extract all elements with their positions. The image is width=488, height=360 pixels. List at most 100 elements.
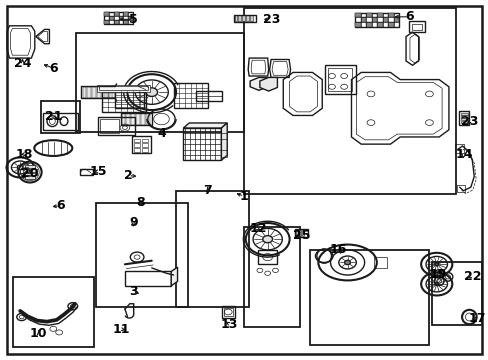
Text: 11: 11 [113,323,130,336]
Bar [134,148,140,152]
Text: 21: 21 [44,110,62,123]
Bar [431,262,481,325]
Bar [393,17,398,22]
Polygon shape [82,87,86,98]
Bar [302,230,304,235]
Polygon shape [221,123,227,160]
Bar [121,113,152,126]
Bar [458,111,468,125]
Polygon shape [97,87,101,98]
Bar [134,139,140,142]
Bar [126,113,130,125]
Bar [324,65,356,94]
Text: 23: 23 [263,13,280,26]
Text: 13: 13 [221,318,238,331]
Bar [246,15,249,21]
Bar [119,16,123,20]
Text: 4: 4 [157,127,165,140]
Bar [136,113,140,125]
Bar [382,17,387,22]
Bar [360,17,366,22]
Bar [377,22,382,27]
Bar [221,150,227,157]
Bar [13,277,94,347]
Polygon shape [107,87,110,98]
Bar [244,8,455,194]
Bar [134,143,140,147]
Bar [460,121,468,123]
Bar [295,229,307,237]
Bar [299,230,301,235]
Bar [96,203,188,307]
Polygon shape [92,87,96,98]
Bar [244,226,300,327]
Bar [100,119,119,133]
Bar [222,306,234,318]
Polygon shape [87,87,91,98]
Bar [115,91,144,108]
Bar [122,113,125,125]
Text: 3: 3 [129,285,137,298]
Bar [123,20,128,24]
Circle shape [434,263,438,266]
Polygon shape [102,87,105,98]
Bar [257,250,277,264]
Text: 14: 14 [455,148,472,161]
Bar [104,12,109,16]
Text: 20: 20 [21,167,39,180]
Bar [224,308,232,316]
Circle shape [434,283,438,285]
Bar [233,15,255,22]
Bar [23,169,37,172]
Bar [238,15,241,21]
Bar [408,22,424,32]
Polygon shape [171,267,177,286]
Circle shape [344,260,350,265]
Bar [80,168,93,175]
Bar [98,117,134,135]
Text: 9: 9 [129,216,137,229]
Bar [25,165,35,168]
Bar [104,20,109,24]
Bar [142,143,147,147]
Bar [309,250,428,345]
Text: 1: 1 [240,190,248,203]
Polygon shape [259,77,277,91]
Text: 10: 10 [30,327,47,340]
Bar [128,16,133,20]
Bar [411,24,421,30]
Bar [242,15,245,21]
Bar [76,33,244,132]
Bar [42,113,78,130]
Text: 22: 22 [463,270,480,283]
Text: 19: 19 [428,268,446,281]
Bar [460,118,468,121]
Bar [366,13,371,17]
Polygon shape [112,87,115,98]
Text: 2: 2 [124,169,132,182]
Bar [366,22,371,27]
Circle shape [145,88,157,96]
Bar [296,230,298,235]
Bar [377,13,382,17]
Text: 12: 12 [249,222,266,235]
Bar [114,12,119,16]
Text: 6: 6 [56,199,64,212]
Bar [142,148,147,152]
Bar [234,15,237,21]
Text: 6: 6 [405,10,413,23]
Text: 6: 6 [49,62,58,75]
Text: 17: 17 [468,312,485,325]
Bar [387,22,393,27]
Bar [250,15,253,21]
Bar [41,101,80,134]
Bar [374,257,386,268]
Bar [114,20,119,24]
Bar [371,17,377,22]
Bar [131,113,135,125]
Bar [173,83,207,108]
Text: 15: 15 [89,165,107,178]
Bar [109,16,114,20]
Bar [142,139,147,142]
Polygon shape [183,123,227,128]
